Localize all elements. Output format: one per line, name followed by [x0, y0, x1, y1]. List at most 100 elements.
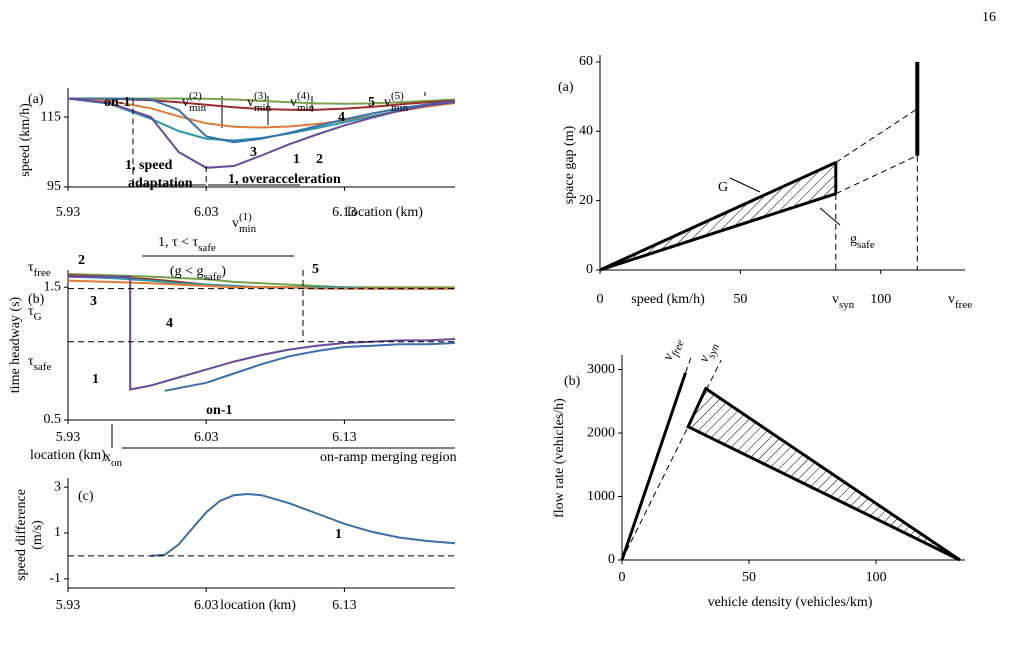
reference-line [835, 108, 918, 163]
annotation-text: 1, τ < τ [158, 235, 199, 250]
annotation: on-1 [104, 95, 130, 110]
annotation-text: on-1 [104, 95, 130, 110]
annotation-text: v [232, 216, 239, 231]
annotation: 1 [293, 152, 300, 167]
x-tick-label: 6.03 [194, 205, 219, 220]
annotation-text: x [104, 450, 111, 465]
annotation-sub: safe [198, 242, 216, 254]
annotation-sub: safe [857, 239, 875, 251]
y-tick-label: 0 [608, 552, 615, 567]
curve [164, 342, 456, 392]
x-tick-label: 100 [866, 570, 887, 585]
annotation-text: 5 [368, 95, 375, 110]
annotation-text: on-ramp merging region [320, 450, 457, 465]
x-tick-label: 5.93 [56, 205, 81, 220]
annotation-text: 1, overacceleration [228, 172, 341, 187]
x-tick-label: 5.93 [56, 430, 81, 445]
reference-line [621, 359, 722, 561]
annotation: (c) [78, 489, 94, 504]
annotation-text: (a) [28, 92, 44, 107]
annotation: gsafe [850, 232, 875, 250]
annotation-text: 2 [316, 152, 323, 167]
annotation: on-ramp merging region [320, 450, 457, 465]
y-axis-label: space gap (m) [562, 125, 577, 204]
y-tick-label: 1 [54, 525, 61, 540]
annotation-text: (c) [78, 489, 94, 504]
annotation-text: adaptation [128, 176, 193, 191]
annotation-text: τ [28, 260, 34, 275]
annotation: τsafe [28, 354, 51, 372]
annotation: 4 [338, 110, 345, 125]
x-axis-label: speed (km/h) [631, 292, 705, 307]
y-axis-label: speed (km/h) [18, 103, 33, 177]
annotation-text: (b) [564, 374, 581, 389]
annotation: (a) [558, 80, 574, 95]
y-tick-label: 20 [579, 193, 593, 208]
annotation: xon [104, 450, 123, 468]
annotation-text: (a) [558, 80, 574, 95]
annotation: v(4) min [290, 90, 315, 114]
x-axis-label: vehicle density (vehicles/km) [708, 595, 873, 610]
annotation-text: on-1 [206, 403, 232, 418]
x-axis-label: location (km) [347, 205, 423, 220]
annotation: (b) [28, 292, 45, 307]
annotation: vsyn [697, 339, 722, 366]
annotation-sub: free [955, 299, 972, 311]
y-tick-label: 0 [586, 262, 593, 277]
y-tick-label: 0.5 [44, 412, 62, 427]
annotation-sub: free [669, 338, 686, 358]
annotation-sub: safe [34, 361, 52, 373]
annotation-text: 4 [338, 110, 345, 125]
annotation-text: v [384, 95, 391, 110]
x-axis-label: location (km) [30, 448, 106, 463]
annotation: v(2) min [182, 90, 207, 114]
annotation-sub: on [111, 457, 123, 469]
annotation-sub: min [239, 223, 257, 235]
annotation-text: 2 [78, 253, 85, 268]
y-tick-label: 40 [579, 124, 593, 139]
curve [67, 273, 455, 289]
hatched-region [686, 386, 961, 562]
annotation-text: 3 [250, 145, 257, 160]
annotation-text: 1 [335, 527, 342, 542]
curve [150, 492, 456, 557]
annotation-sub: min [254, 102, 272, 114]
annotation: (b) [564, 374, 581, 389]
annotation: 5 [368, 95, 375, 110]
annotation: 2 [316, 152, 323, 167]
y-tick-label: 95 [47, 179, 61, 194]
y-axis-label: speed difference [14, 489, 29, 581]
annotation-sub: min [189, 102, 207, 114]
x-axis-label: location (km) [220, 598, 296, 613]
annotation-text: v [948, 292, 955, 307]
annotation-text: ) [221, 264, 226, 279]
annotation: 5 [312, 262, 319, 277]
x-tick-label: 6.13 [332, 430, 357, 445]
annotation-sub: min [391, 102, 409, 114]
annotation: 1 [92, 372, 99, 387]
annotation-sub: G [34, 311, 42, 323]
annotation: vfree [661, 336, 687, 364]
x-tick-label: 5.93 [56, 598, 81, 613]
curve [67, 279, 455, 290]
annotation-sub: free [34, 267, 51, 279]
annotation-text: 4 [166, 316, 173, 331]
y-axis-label: (m/s) [30, 520, 45, 550]
annotation-sub: syn [705, 342, 722, 361]
annotation: (g < gsafe) [170, 264, 226, 282]
y-tick-label: 60 [579, 54, 593, 69]
annotation: 1, speed [125, 158, 173, 173]
x-tick-label: 100 [870, 292, 891, 307]
annotation-text: v [290, 95, 297, 110]
annotation-text: 3 [90, 294, 97, 309]
y-tick-label: 3000 [587, 362, 615, 377]
annotation: adaptation [128, 176, 193, 191]
x-tick-label: 50 [742, 570, 756, 585]
annotation-sup: (5) [391, 90, 404, 102]
curve [620, 372, 687, 561]
curve [599, 161, 837, 272]
x-tick-label: 0 [619, 570, 626, 585]
x-tick-label: 0 [597, 292, 604, 307]
x-tick-label: 6.13 [332, 598, 357, 613]
